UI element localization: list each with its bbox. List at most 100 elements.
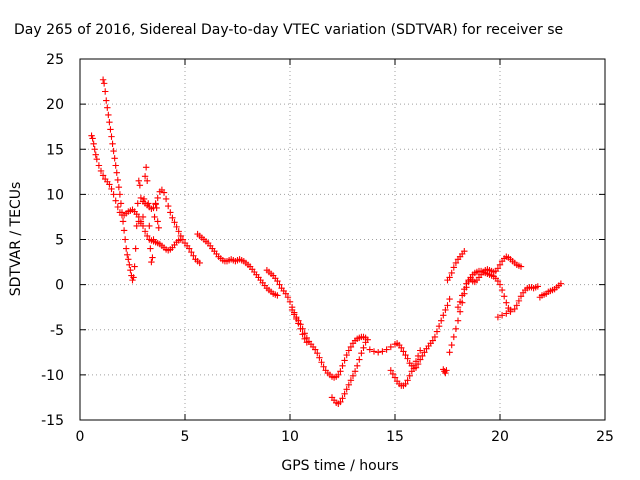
data-point bbox=[114, 176, 121, 184]
data-point bbox=[501, 293, 508, 300]
data-point bbox=[113, 169, 120, 176]
data-point bbox=[299, 331, 306, 338]
series-9 bbox=[387, 347, 424, 389]
series-14 bbox=[494, 283, 541, 321]
data-point bbox=[446, 295, 453, 303]
data-point bbox=[102, 88, 109, 95]
chart-title: Day 265 of 2016, Sidereal Day-to-day VTE… bbox=[14, 22, 563, 38]
data-point bbox=[414, 352, 422, 360]
data-point bbox=[345, 381, 352, 389]
data-point bbox=[286, 298, 294, 305]
data-point bbox=[347, 343, 355, 351]
data-point bbox=[165, 202, 172, 210]
data-point bbox=[364, 336, 371, 343]
data-point bbox=[389, 370, 397, 378]
data-point bbox=[444, 302, 451, 309]
data-point bbox=[295, 320, 302, 327]
data-point bbox=[417, 356, 424, 363]
data-point bbox=[139, 213, 147, 221]
data-point bbox=[496, 261, 504, 268]
data-point bbox=[103, 97, 110, 104]
data-point bbox=[110, 191, 117, 198]
y-tick-label: -5 bbox=[50, 323, 64, 339]
data-point bbox=[448, 269, 455, 277]
data-point bbox=[433, 328, 441, 335]
data-point bbox=[517, 263, 525, 270]
data-point bbox=[438, 317, 445, 324]
data-point bbox=[454, 303, 462, 311]
data-point bbox=[498, 312, 506, 319]
x-tick-label: 20 bbox=[491, 429, 509, 445]
y-tick-labels: -15 -10 -5 0 5 10 15 20 25 bbox=[41, 52, 64, 429]
data-point bbox=[356, 356, 363, 363]
data-point bbox=[557, 280, 565, 287]
data-point bbox=[141, 228, 149, 235]
data-point bbox=[111, 155, 118, 162]
data-point bbox=[421, 349, 428, 356]
data-point bbox=[456, 308, 464, 315]
data-point bbox=[288, 306, 296, 314]
data-point bbox=[452, 259, 460, 267]
data-point bbox=[339, 395, 346, 402]
data-point bbox=[171, 219, 178, 226]
data-point bbox=[118, 209, 126, 216]
data-point bbox=[412, 358, 420, 365]
data-point bbox=[93, 155, 100, 163]
data-point bbox=[408, 368, 415, 375]
data-point bbox=[291, 311, 298, 318]
data-point bbox=[446, 274, 453, 281]
data-point bbox=[297, 325, 304, 333]
data-point bbox=[345, 347, 352, 354]
data-point bbox=[117, 200, 125, 207]
x-tick-label: 5 bbox=[181, 429, 190, 445]
data-point bbox=[316, 354, 323, 361]
data-point bbox=[125, 256, 132, 263]
data-point bbox=[461, 248, 468, 255]
data-point bbox=[91, 146, 98, 153]
data-point bbox=[320, 363, 327, 370]
data-point bbox=[133, 222, 140, 230]
data-point bbox=[503, 310, 510, 317]
data-point bbox=[341, 357, 348, 364]
data-point bbox=[160, 189, 168, 196]
data-point bbox=[370, 348, 378, 355]
data-point bbox=[186, 245, 193, 252]
data-point bbox=[144, 232, 151, 240]
data-point bbox=[341, 390, 348, 398]
data-point bbox=[141, 173, 149, 180]
data-point bbox=[284, 294, 292, 301]
data-point bbox=[108, 185, 115, 193]
data-point bbox=[406, 372, 413, 379]
data-point bbox=[398, 344, 405, 351]
data-point bbox=[347, 377, 355, 384]
y-tick-label: 25 bbox=[46, 52, 64, 68]
data-point bbox=[135, 177, 142, 185]
data-point bbox=[358, 350, 365, 357]
x-axis-label: GPS time / hours bbox=[281, 458, 398, 474]
series-12 bbox=[446, 267, 514, 356]
y-tick-label: -15 bbox=[41, 413, 64, 429]
data-point bbox=[429, 337, 436, 344]
data-point bbox=[115, 183, 123, 191]
data-point bbox=[301, 335, 308, 342]
data-point bbox=[107, 126, 114, 133]
data-point bbox=[149, 254, 156, 261]
data-point bbox=[104, 104, 111, 111]
data-point bbox=[155, 224, 162, 231]
series-10 bbox=[440, 366, 450, 377]
data-point bbox=[147, 245, 154, 252]
data-point bbox=[97, 167, 105, 175]
data-point bbox=[116, 191, 124, 198]
data-point bbox=[130, 274, 137, 281]
data-point bbox=[511, 305, 518, 313]
data-point bbox=[454, 317, 462, 324]
data-point bbox=[387, 367, 394, 374]
series-6 bbox=[288, 306, 310, 346]
data-point bbox=[89, 135, 96, 142]
data-point bbox=[496, 281, 504, 288]
data-point bbox=[152, 200, 159, 207]
data-point bbox=[119, 218, 127, 225]
data-point bbox=[303, 339, 310, 346]
data-point bbox=[366, 346, 373, 353]
